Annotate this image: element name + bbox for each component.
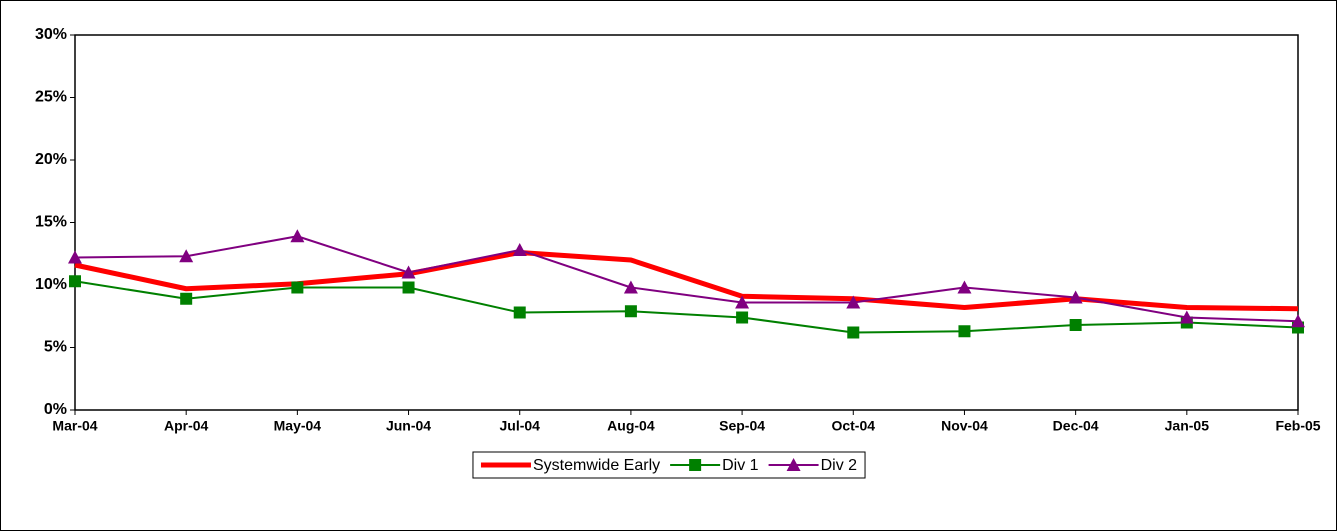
marker [1179,310,1194,324]
x-tick-label: Feb-05 [1275,418,1320,434]
marker [1068,290,1083,304]
marker [401,265,416,279]
marker [512,243,527,256]
plot-area [74,34,1299,411]
y-tick-label: 0% [44,401,67,418]
marker [68,250,82,264]
marker [69,275,81,288]
legend-item: Systemwide Early [480,457,660,474]
y-tick-label: 25% [35,89,67,106]
x-tick-label: Nov-04 [941,418,988,434]
marker [179,249,194,263]
y-tick-label: 10% [35,276,67,293]
x-tick-label: Aug-04 [607,418,655,434]
x-tick-label: Jun-04 [386,418,431,434]
marker [624,305,637,318]
marker [846,295,861,309]
marker [623,280,638,294]
legend-item: Div 1 [670,457,759,474]
x-tick-label: Apr-04 [164,418,209,434]
marker [736,311,749,324]
y-tick-label: 15% [35,214,67,231]
legend-label: Div 1 [722,457,759,474]
marker [689,459,702,471]
x-tick-label: Jul-04 [499,418,540,434]
marker [180,292,193,305]
marker [290,229,305,243]
legend-label: Systemwide Early [533,457,660,474]
marker [1069,319,1082,331]
y-tick-label: 20% [35,151,67,168]
y-tick-label: 30% [35,26,67,43]
x-tick-label: May-04 [274,418,322,434]
y-tick-label: 5% [44,339,67,356]
marker [735,295,750,309]
series-line [74,280,1299,334]
marker [291,281,304,294]
marker [513,306,526,319]
x-tick-label: Sep-04 [719,418,765,434]
x-tick-label: Mar-04 [52,418,97,434]
legend-item: Div 2 [768,457,858,474]
legend: Systemwide Early Div 1 Div 2 [472,451,866,479]
x-tick-label: Oct-04 [831,418,875,434]
marker [957,280,972,294]
marker [786,458,801,471]
marker [847,326,860,339]
x-tick-label: Jan-05 [1165,418,1210,434]
marker [402,281,415,294]
legend-label: Div 2 [821,457,858,474]
x-tick-label: Dec-04 [1053,418,1099,434]
marker [1291,314,1305,328]
marker [958,325,971,338]
series-line [74,235,1299,323]
